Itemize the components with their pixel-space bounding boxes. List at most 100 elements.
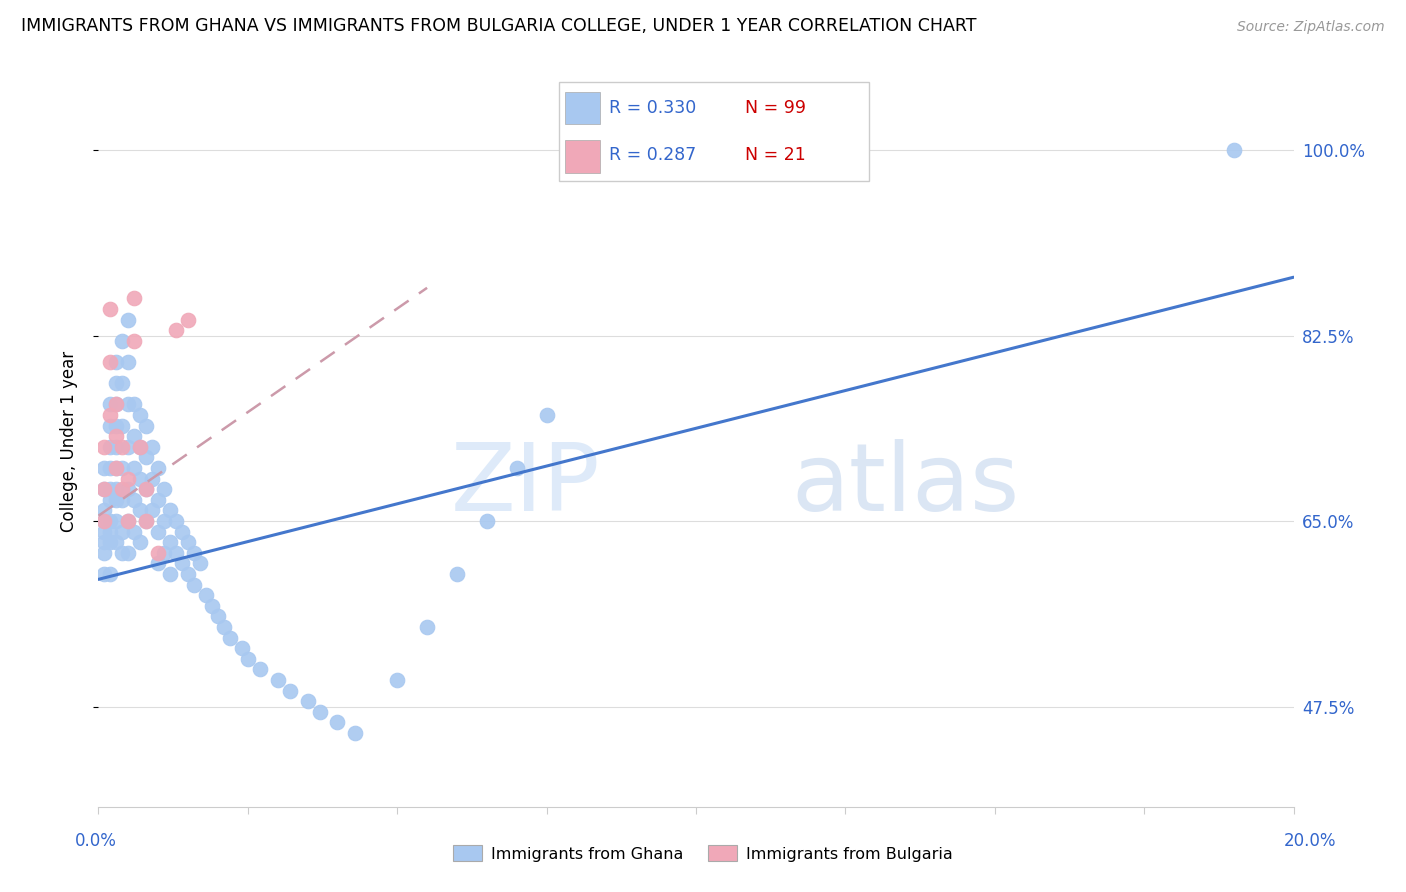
Point: [93, 482, 115, 496]
Point: [117, 397, 139, 411]
Point: [165, 546, 187, 560]
Point: [98, 418, 122, 433]
Point: [153, 514, 176, 528]
Point: [141, 440, 163, 454]
Point: [536, 408, 558, 422]
Point: [124, 334, 146, 348]
Point: [105, 461, 128, 475]
Point: [117, 472, 139, 486]
Point: [385, 673, 409, 687]
Point: [98, 535, 122, 549]
Point: [98, 524, 122, 539]
Point: [117, 546, 139, 560]
Point: [129, 503, 152, 517]
Point: [93, 461, 115, 475]
Point: [98, 397, 122, 411]
Point: [219, 631, 242, 645]
Point: [124, 292, 146, 306]
Point: [93, 524, 115, 539]
Point: [105, 418, 128, 433]
Point: [93, 535, 115, 549]
Point: [177, 312, 200, 326]
Point: [93, 546, 115, 560]
Point: [165, 323, 187, 337]
Point: [475, 514, 498, 528]
Point: [278, 683, 301, 698]
Point: [159, 567, 181, 582]
Point: [201, 599, 224, 613]
Point: [148, 524, 170, 539]
Point: [124, 429, 146, 443]
Point: [1223, 143, 1246, 157]
Text: 0.0%: 0.0%: [75, 831, 117, 849]
Point: [506, 461, 529, 475]
Point: [105, 535, 128, 549]
Point: [111, 440, 134, 454]
Point: [159, 535, 181, 549]
Point: [183, 546, 205, 560]
Point: [135, 482, 157, 496]
Point: [135, 514, 157, 528]
Point: [416, 620, 439, 634]
Point: [326, 715, 349, 730]
Point: [98, 440, 122, 454]
Point: [249, 663, 271, 677]
Point: [195, 588, 218, 602]
Point: [93, 514, 115, 528]
Point: [148, 557, 170, 571]
Text: N = 21: N = 21: [745, 146, 806, 164]
Point: [105, 397, 128, 411]
Point: [111, 492, 134, 507]
Point: [98, 514, 122, 528]
Point: [93, 482, 115, 496]
Point: [105, 492, 128, 507]
Point: [111, 482, 134, 496]
Point: [117, 514, 139, 528]
Point: [129, 472, 152, 486]
FancyBboxPatch shape: [565, 140, 599, 173]
Y-axis label: College, Under 1 year: College, Under 1 year: [59, 351, 77, 533]
Text: R = 0.287: R = 0.287: [609, 146, 696, 164]
Point: [183, 577, 205, 591]
Point: [129, 440, 152, 454]
Point: [93, 503, 115, 517]
Point: [98, 567, 122, 582]
Point: [111, 461, 134, 475]
Point: [98, 482, 122, 496]
Point: [135, 418, 157, 433]
Point: [297, 694, 319, 708]
Point: [344, 726, 367, 740]
Point: [98, 301, 122, 316]
Point: [124, 397, 146, 411]
Text: ZIP: ZIP: [451, 440, 600, 532]
Text: 20.0%: 20.0%: [1284, 831, 1337, 849]
Point: [153, 482, 176, 496]
Point: [172, 524, 194, 539]
Point: [117, 514, 139, 528]
Point: [124, 461, 146, 475]
Point: [129, 440, 152, 454]
Point: [153, 546, 176, 560]
Point: [111, 546, 134, 560]
Point: [124, 524, 146, 539]
Point: [105, 355, 128, 369]
Point: [117, 482, 139, 496]
Point: [129, 535, 152, 549]
Point: [177, 567, 200, 582]
Point: [141, 503, 163, 517]
Point: [129, 408, 152, 422]
Point: [105, 514, 128, 528]
Text: IMMIGRANTS FROM GHANA VS IMMIGRANTS FROM BULGARIA COLLEGE, UNDER 1 YEAR CORRELAT: IMMIGRANTS FROM GHANA VS IMMIGRANTS FROM…: [21, 17, 977, 35]
Point: [93, 514, 115, 528]
Point: [93, 440, 115, 454]
Point: [148, 492, 170, 507]
Point: [267, 673, 290, 687]
Point: [105, 482, 128, 496]
Point: [105, 461, 128, 475]
Point: [117, 355, 139, 369]
Point: [117, 440, 139, 454]
Text: N = 99: N = 99: [745, 99, 806, 117]
Text: R = 0.330: R = 0.330: [609, 99, 696, 117]
Point: [207, 609, 229, 624]
Point: [159, 503, 181, 517]
